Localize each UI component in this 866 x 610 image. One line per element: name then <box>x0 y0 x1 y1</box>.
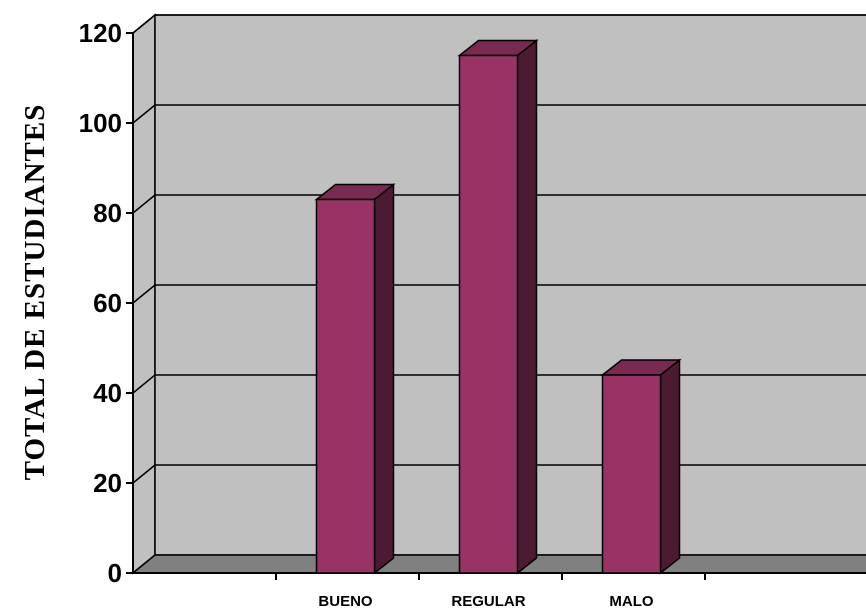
gridline-left <box>132 284 156 304</box>
bar-side <box>659 358 681 575</box>
bar-side <box>516 38 538 575</box>
y-tick-label: 120 <box>79 18 122 48</box>
y-tick-label: 100 <box>79 108 122 138</box>
y-tick-labels: 0 20 40 60 80 100 120 <box>79 18 122 588</box>
gridline-left <box>132 14 156 34</box>
x-tick-labels: BUENO REGULAR MALO <box>318 593 653 610</box>
y-tick-label: 20 <box>93 468 122 498</box>
x-tick-label: REGULAR <box>451 593 525 610</box>
gridline-left <box>132 464 156 484</box>
gridline-left <box>132 194 156 214</box>
y-tick-label: 40 <box>93 378 122 408</box>
y-axis-label: TOTAL DE ESTUDIANTES <box>19 104 51 481</box>
y-tick-label: 0 <box>108 558 122 588</box>
x-tick-label: BUENO <box>318 593 373 610</box>
gridline-left <box>132 104 156 124</box>
bar-side <box>373 182 395 575</box>
bar <box>601 374 662 574</box>
x-tick-label: MALO <box>609 593 653 610</box>
y-tick-label: 60 <box>93 288 122 318</box>
bar <box>315 198 376 574</box>
bars <box>314 38 682 575</box>
bar <box>458 54 519 574</box>
gridline-left <box>132 374 156 394</box>
y-tick-label: 80 <box>93 198 122 228</box>
